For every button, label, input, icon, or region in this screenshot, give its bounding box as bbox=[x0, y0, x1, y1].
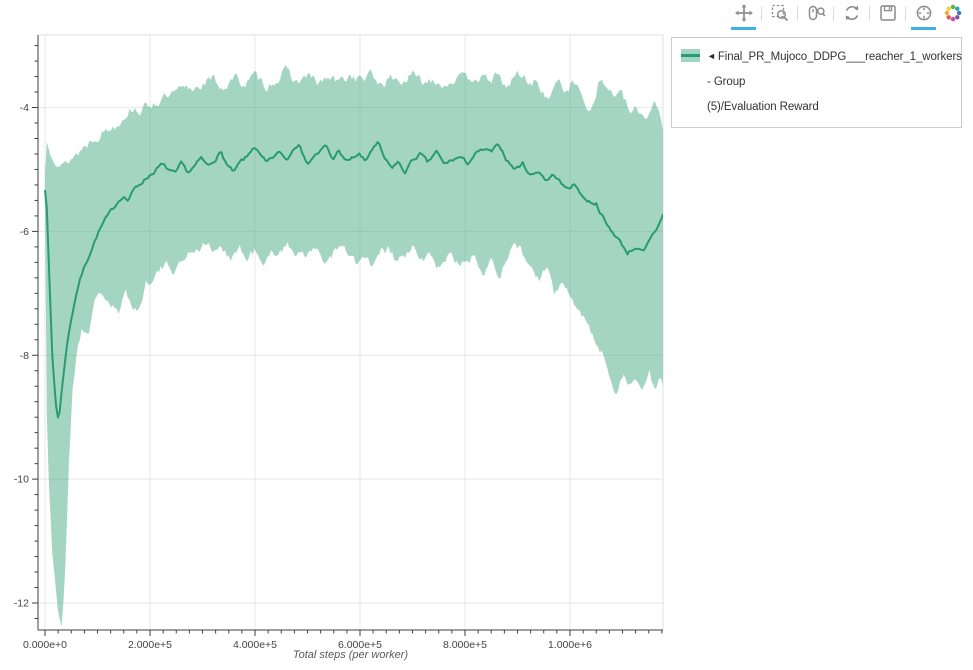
legend-label: ◄ Final_PR_Mujoco_DDPG___reacher_1_worker… bbox=[707, 44, 962, 120]
box-zoom-tool-icon[interactable] bbox=[767, 2, 792, 30]
y-tick-label: -12 bbox=[14, 597, 29, 609]
toolbar-separator bbox=[797, 5, 798, 21]
y-tick-label: -6 bbox=[20, 226, 29, 238]
axis-ticks bbox=[32, 45, 663, 636]
x-tick-label: 2.000e+5 bbox=[128, 639, 172, 651]
mean-line bbox=[44, 141, 663, 419]
save-tool-icon[interactable] bbox=[875, 2, 900, 30]
legend-swatch-band bbox=[681, 49, 700, 62]
x-tick-label: 1.000e+6 bbox=[548, 639, 592, 651]
toolbar-separator bbox=[761, 5, 762, 21]
bokeh-toolbar bbox=[731, 2, 965, 30]
toolbar-separator bbox=[905, 5, 906, 21]
x-tick-label: 6.000e+5 bbox=[338, 639, 382, 651]
y-tick-label: -4 bbox=[20, 102, 29, 114]
legend: ◄ Final_PR_Mujoco_DDPG___reacher_1_worker… bbox=[671, 37, 962, 128]
wheel-zoom-tool-icon[interactable] bbox=[803, 2, 828, 30]
plot-border bbox=[38, 34, 664, 630]
legend-marker-icon: ◄ bbox=[707, 51, 716, 61]
legend-label-line1: Final_PR_Mujoco_DDPG___reacher_1_workers… bbox=[707, 51, 962, 88]
toolbar-separator bbox=[869, 5, 870, 21]
y-tick-label: -8 bbox=[20, 350, 29, 362]
reset-tool-icon[interactable] bbox=[839, 2, 864, 30]
bokeh-logo-icon[interactable] bbox=[940, 2, 965, 30]
legend-label-line2: (5)/Evaluation Reward bbox=[707, 101, 819, 113]
toolbar-separator bbox=[833, 5, 834, 21]
tick-labels: 0.000e+0 2.000e+5 4.000e+5 6.000e+5 8.000e+5… bbox=[14, 102, 592, 651]
x-axis-title: Total steps (per worker) bbox=[292, 649, 409, 661]
legend-swatch-line bbox=[681, 54, 700, 57]
x-tick-label: 0.000e+0 bbox=[23, 639, 67, 651]
hover-tool-icon[interactable] bbox=[911, 2, 936, 30]
uncertainty-band bbox=[45, 65, 663, 627]
axes bbox=[37, 35, 663, 631]
pan-tool-icon[interactable] bbox=[731, 2, 756, 30]
gridlines bbox=[38, 35, 663, 630]
x-tick-label: 8.000e+5 bbox=[443, 639, 487, 651]
y-tick-label: -10 bbox=[14, 474, 29, 486]
x-tick-label: 4.000e+5 bbox=[233, 639, 277, 651]
